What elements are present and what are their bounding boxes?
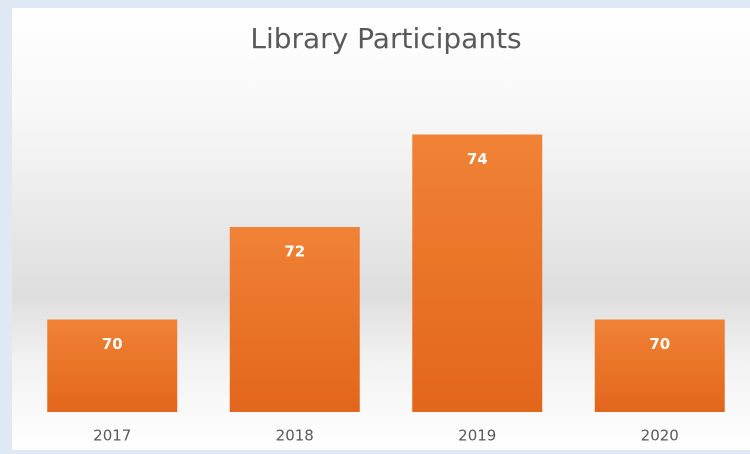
x-tick-label: 2017 xyxy=(93,427,131,445)
data-label: 70 xyxy=(649,335,670,353)
bar xyxy=(594,319,725,412)
bar xyxy=(47,319,178,412)
data-label: 70 xyxy=(102,335,123,353)
x-tick-label: 2020 xyxy=(641,427,679,445)
bar xyxy=(412,134,543,412)
x-tick-label: 2019 xyxy=(458,427,496,445)
data-label: 72 xyxy=(284,243,305,261)
x-tick-label: 2018 xyxy=(276,427,314,445)
data-label: 74 xyxy=(467,150,488,168)
bar xyxy=(229,227,360,412)
chart-title: Library Participants xyxy=(250,22,521,55)
